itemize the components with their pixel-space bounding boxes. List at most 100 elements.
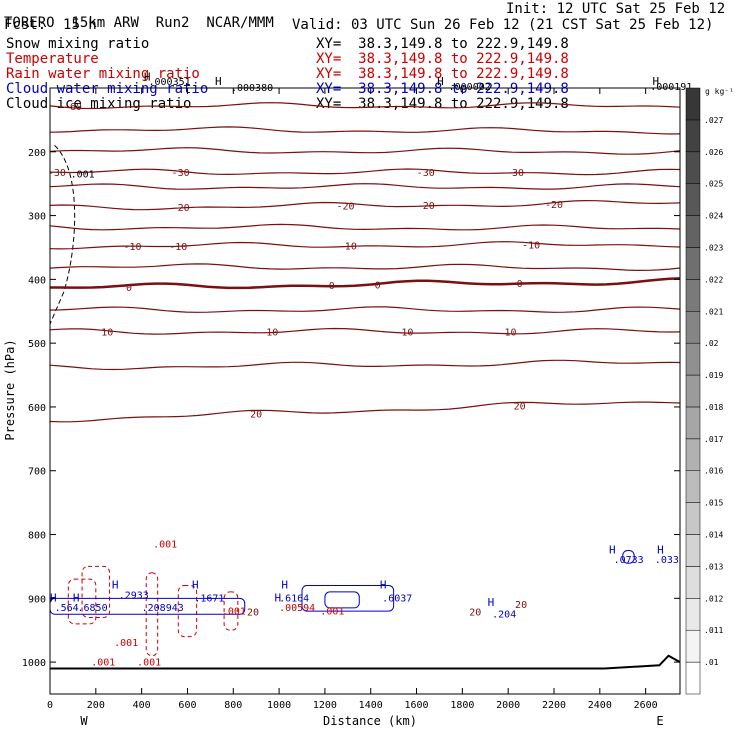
colorbar-tick-label: .013 (704, 562, 723, 571)
max-value-label: .1671 (194, 594, 224, 605)
max-value-label: .6164 (279, 594, 309, 605)
colorbar-swatch (685, 629, 701, 663)
temp-contour-label: -10 (123, 242, 141, 253)
colorbar-tick-label: .021 (704, 307, 723, 316)
high-marker: H (653, 75, 660, 88)
temp-contour--25 (49, 183, 681, 190)
colorbar: .01 .011 .012 .013 .014 .015 .016 .017 .018 .019.… (685, 87, 723, 695)
temp-contour-label: -10 (522, 241, 540, 252)
x-end-label-east: E (656, 714, 663, 728)
colorbar-swatch (685, 374, 701, 408)
high-marker: H (112, 579, 119, 592)
temp-contour-label: -60 (64, 102, 82, 113)
y-tick-label: 1000 (22, 658, 46, 669)
colorbar-tick-label: .011 (704, 626, 723, 635)
high-marker: H (609, 544, 616, 557)
max-value-label: .001 (222, 606, 246, 617)
colorbar-tick-label: .025 (704, 180, 723, 189)
temp-contour-label: 0 (126, 283, 132, 294)
y-tick-label: 500 (28, 339, 46, 350)
field-snow: Snow mixing ratio (6, 36, 150, 52)
temp-contour-label: 20 (514, 401, 526, 412)
temp-contour-label: -20 (172, 203, 190, 214)
temp-contour-label: -10 (339, 241, 357, 252)
colorbar-swatch (685, 534, 701, 567)
x-tick-label: 800 (224, 700, 242, 711)
fcst-value: 15 h (63, 17, 97, 33)
high-marker: H (215, 75, 222, 88)
temp-contour-label: -20 (545, 200, 563, 211)
max-value-label: .204 (492, 609, 516, 620)
high-marker: H (192, 579, 199, 592)
colorbar-tick-label: .019 (704, 371, 723, 380)
xy-temperature: XY= 38.3,149.8 to 222.9,149.8 (316, 51, 569, 67)
x-tick-label: 1000 (267, 700, 291, 711)
y-tick-label: 700 (28, 467, 46, 478)
temp-contour-label: -30 (172, 168, 190, 179)
colorbar-tick-label: .024 (704, 212, 723, 221)
y-tick-label: 800 (28, 531, 46, 542)
x-tick-label: 1400 (359, 700, 383, 711)
colorbar-swatch (685, 247, 701, 280)
temp-contour-label: 20 (250, 409, 262, 420)
colorbar-swatch (685, 151, 701, 184)
temp-contour-label: 10 (401, 328, 413, 339)
x-tick-label: 200 (87, 700, 105, 711)
max-value-label: .2933 (119, 590, 149, 601)
field-rain: Rain water mixing ratio (6, 66, 200, 82)
xy-cloud-water: XY= 38.3,149.8 to 222.9,149.8 (316, 81, 569, 97)
x-tick-label: 600 (178, 700, 196, 711)
max-value-label: .00594 (279, 603, 315, 614)
colorbar-tick-label: .026 (704, 148, 723, 157)
colorbar-tick-label: .017 (704, 435, 723, 444)
temp-contour-15 (49, 359, 681, 371)
rain-contour (81, 565, 111, 618)
max-value-label: .000380 (231, 83, 273, 94)
high-marker: H (144, 70, 151, 83)
max-value-label: 20 (469, 608, 481, 619)
colorbar-tick-label: .01 (704, 658, 719, 667)
temp-contour-label: 0 (517, 279, 523, 290)
temp-contour-label: -10 (169, 242, 187, 253)
max-value-label: .001 (137, 657, 161, 668)
valid-label: Valid: 03 UTC Sun 26 Feb 12 (21 CST Sat … (292, 17, 714, 33)
header-model-line: TORERO 15km ARW Run2 NCAR/MMM (4, 2, 274, 30)
temperature-contours (49, 102, 681, 423)
max-value-label: .001 (153, 539, 177, 550)
colorbar-tick-label: .015 (704, 499, 723, 508)
cloud-water-contours (49, 549, 635, 615)
colorbar-swatch (685, 470, 701, 503)
colorbar-swatch (685, 406, 701, 440)
fcst-line: Fcst: 15 h (4, 18, 97, 32)
temp-contour-label: -20 (336, 202, 354, 213)
max-value-label: .564 (55, 603, 79, 614)
rain-contour (223, 591, 239, 631)
colorbar-swatch (685, 279, 701, 312)
x-end-label-west: W (80, 714, 88, 728)
y-axis-label: Pressure (hPa) (3, 339, 17, 440)
max-value-label: .000191 (650, 82, 692, 93)
colorbar-tick-label: .022 (704, 275, 723, 284)
temp-contour-10 (49, 327, 681, 335)
colorbar-swatch (685, 598, 701, 631)
terrain (50, 654, 681, 670)
temp-contour-label: -30 (417, 168, 435, 179)
temp-contour--60 (49, 102, 681, 110)
max-value-label: .208943 (142, 603, 184, 614)
temp-contour-0 (50, 277, 681, 290)
colorbar-swatch (685, 87, 701, 121)
max-value-label: .6850 (77, 603, 107, 614)
temp-contour-20 (49, 401, 681, 423)
colorbar-tick-label: .023 (704, 243, 723, 252)
temp-contour-label: -20 (417, 201, 435, 212)
high-marker: H (657, 544, 664, 557)
max-value-label: .0733 (614, 555, 644, 566)
colorbar-tick-label: .018 (704, 403, 723, 412)
colorbar-swatch (685, 311, 701, 344)
max-value-label: 20 (247, 608, 259, 619)
temp-contour--5 (49, 263, 681, 272)
y-tick-label: 200 (28, 148, 46, 159)
x-tick-label: 400 (133, 700, 151, 711)
temp-contour--15 (49, 223, 681, 231)
